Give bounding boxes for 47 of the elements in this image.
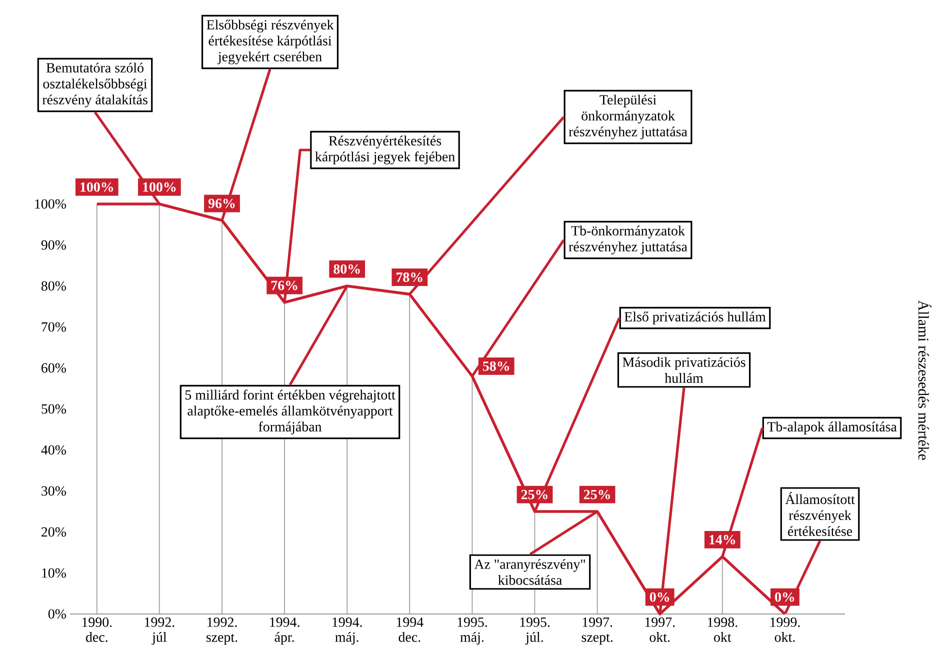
y-tick-label: 10% (42, 568, 66, 578)
x-tick-label: 1999. okt. (770, 618, 800, 642)
y-tick-label: 0% (48, 609, 66, 619)
x-tick-label: 1994. ápr. (270, 618, 300, 645)
y-tick-label: 20% (42, 527, 66, 537)
x-tick-label: 1994 dec. (396, 618, 424, 642)
y-tick-label: 30% (42, 486, 66, 496)
data-label: 76% (271, 280, 298, 290)
data-label: 0% (650, 592, 670, 602)
y-tick-label: 60% (42, 363, 66, 373)
annotation: 5 milliárd forint értékben végrehajtott alaptőke-emelés államkötvényapport formájában (185, 390, 396, 434)
annotation: Államosított részvények értékesítése (785, 492, 855, 536)
y-tick-label: 100% (35, 199, 66, 209)
data-label: 25% (584, 490, 610, 500)
x-tick-label: 1990. dec. (82, 618, 112, 642)
y-tick-label: 50% (42, 404, 66, 414)
annotation: Tb-önkormányzatok részvényhez juttatása (568, 226, 688, 254)
annotation: Első privatizációs hullám (624, 312, 766, 324)
annotation: Részvényértékesítés kárpótlási jegyek fejében (315, 136, 455, 164)
y-tick-label: 70% (42, 322, 66, 332)
annotation: Bemutatóra szóló osztalékelsőbbségi részvény átalakítás (42, 62, 148, 108)
x-tick-label: 1992. szept. (206, 618, 238, 645)
data-label: 80% (334, 264, 360, 274)
data-label: 100% (143, 182, 176, 192)
y-tick-label: 90% (41, 240, 66, 250)
data-label: 96% (208, 198, 235, 208)
annotation: Az "aranyrészvény" kibocsátása (474, 559, 585, 585)
annotation: Elsőbbségi részvények értékesítése kárpótlási jegyekért cserében (206, 20, 334, 64)
y-tick-label: 80% (41, 281, 66, 291)
x-tick-label: 1995. júl. (520, 618, 550, 645)
x-tick-label: 1994. máj. (332, 618, 362, 645)
data-label: 100% (80, 182, 114, 192)
x-tick-label: 1998. okt (708, 618, 738, 642)
data-label: 14% (710, 534, 736, 544)
x-tick-label: 1995. máj. (458, 618, 487, 645)
x-tick-label: 1997. szept. (582, 618, 612, 645)
annotation: Második privatizációs hullám (622, 357, 746, 383)
data-label: 0% (775, 592, 794, 602)
annotation: Települési önkormányzatok részvényhez juttatása (568, 94, 688, 140)
x-tick-label: 1997. okt. (645, 618, 675, 642)
data-label: 25% (521, 490, 548, 500)
x-tick-label: 1992. júl (144, 618, 174, 645)
y-tick-label: 40% (41, 445, 66, 455)
annotation: Tb-alapok államosítása (767, 422, 897, 434)
y-axis-title: Állami részesedés mértéke (918, 300, 932, 460)
data-label: 78% (396, 272, 422, 282)
data-label: 58% (482, 361, 509, 371)
